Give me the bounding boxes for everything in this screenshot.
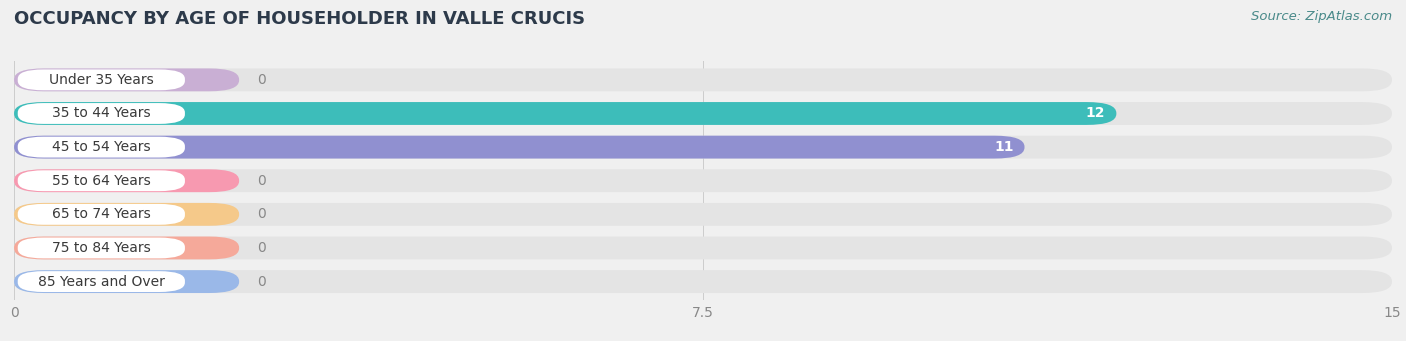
- Text: 35 to 44 Years: 35 to 44 Years: [52, 106, 150, 120]
- Text: 0: 0: [257, 275, 266, 288]
- FancyBboxPatch shape: [14, 169, 1392, 192]
- Text: Source: ZipAtlas.com: Source: ZipAtlas.com: [1251, 10, 1392, 23]
- FancyBboxPatch shape: [14, 270, 239, 293]
- FancyBboxPatch shape: [18, 170, 186, 191]
- FancyBboxPatch shape: [14, 203, 1392, 226]
- Text: 0: 0: [257, 174, 266, 188]
- FancyBboxPatch shape: [14, 237, 1392, 260]
- Text: 12: 12: [1085, 106, 1105, 120]
- Text: 45 to 54 Years: 45 to 54 Years: [52, 140, 150, 154]
- Text: 75 to 84 Years: 75 to 84 Years: [52, 241, 150, 255]
- Text: OCCUPANCY BY AGE OF HOUSEHOLDER IN VALLE CRUCIS: OCCUPANCY BY AGE OF HOUSEHOLDER IN VALLE…: [14, 10, 585, 28]
- FancyBboxPatch shape: [14, 136, 1025, 159]
- Text: 0: 0: [257, 241, 266, 255]
- Text: 0: 0: [257, 73, 266, 87]
- FancyBboxPatch shape: [14, 203, 239, 226]
- FancyBboxPatch shape: [18, 271, 186, 292]
- FancyBboxPatch shape: [14, 102, 1116, 125]
- FancyBboxPatch shape: [18, 70, 186, 90]
- FancyBboxPatch shape: [18, 204, 186, 225]
- FancyBboxPatch shape: [14, 270, 1392, 293]
- FancyBboxPatch shape: [14, 169, 239, 192]
- Text: Under 35 Years: Under 35 Years: [49, 73, 153, 87]
- FancyBboxPatch shape: [14, 102, 1392, 125]
- Text: 11: 11: [994, 140, 1014, 154]
- FancyBboxPatch shape: [18, 103, 186, 124]
- FancyBboxPatch shape: [14, 136, 1392, 159]
- Text: 85 Years and Over: 85 Years and Over: [38, 275, 165, 288]
- Text: 55 to 64 Years: 55 to 64 Years: [52, 174, 150, 188]
- Text: 65 to 74 Years: 65 to 74 Years: [52, 207, 150, 221]
- FancyBboxPatch shape: [18, 238, 186, 258]
- FancyBboxPatch shape: [14, 69, 1392, 91]
- Text: 0: 0: [257, 207, 266, 221]
- FancyBboxPatch shape: [14, 69, 239, 91]
- FancyBboxPatch shape: [18, 137, 186, 158]
- FancyBboxPatch shape: [14, 237, 239, 260]
